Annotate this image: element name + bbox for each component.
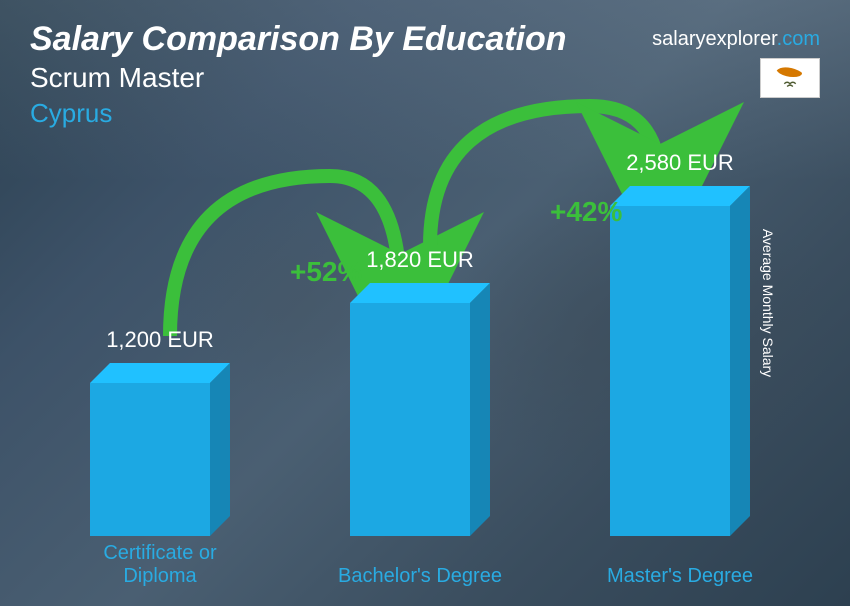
chart-title: Salary Comparison By Education	[30, 20, 567, 59]
chart-container: Salary Comparison By Education Scrum Mas…	[0, 0, 850, 606]
bar: 1,820 EUR	[350, 303, 490, 536]
bar-category-label: Certificate or Diploma	[70, 542, 250, 588]
bar-value-label: 1,200 EUR	[106, 327, 214, 353]
increase-label: +42%	[550, 196, 622, 228]
bar-category-label: Master's Degree	[590, 565, 770, 588]
brand-domain: .com	[777, 28, 820, 50]
bar: 1,200 EUR	[90, 383, 230, 536]
bar-chart: 1,200 EUR Certificate or Diploma 1,820 E…	[40, 96, 790, 596]
bar-value-label: 2,580 EUR	[626, 150, 734, 176]
brand-name: salaryexplorer	[652, 28, 777, 50]
bar-value-label: 1,820 EUR	[366, 247, 474, 273]
country-flag-icon	[760, 58, 820, 98]
chart-subtitle: Scrum Master	[30, 62, 204, 94]
bar-category-label: Bachelor's Degree	[330, 565, 510, 588]
brand-label: salaryexplorer.com	[652, 28, 820, 51]
bar: 2,580 EUR	[610, 206, 750, 536]
increase-label: +52%	[290, 256, 362, 288]
